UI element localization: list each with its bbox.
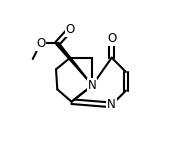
Text: O: O	[36, 37, 45, 50]
Text: O: O	[107, 32, 116, 45]
Text: N: N	[88, 79, 97, 92]
Text: O: O	[66, 23, 75, 36]
Polygon shape	[56, 43, 92, 86]
Polygon shape	[56, 42, 70, 58]
Text: N: N	[107, 98, 116, 111]
